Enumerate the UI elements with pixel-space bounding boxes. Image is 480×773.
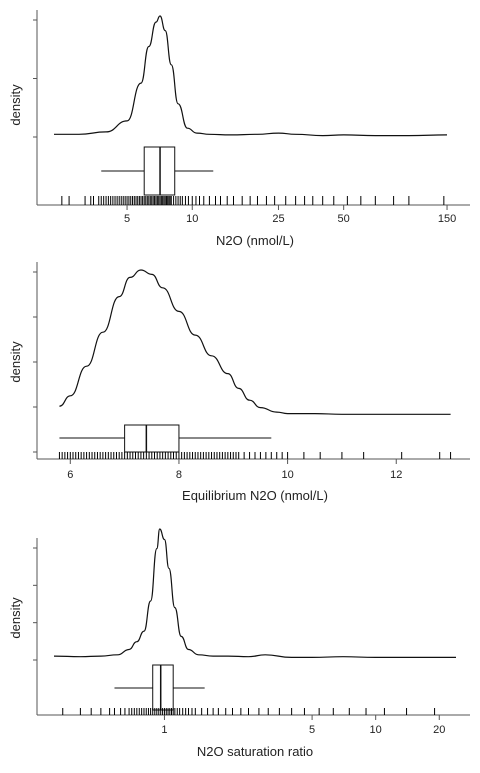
x-tick-label: 5 — [309, 724, 315, 736]
x-tick-label: 10 — [281, 469, 293, 481]
x-tick-label: 150 — [438, 213, 456, 225]
x-tick-label: 12 — [390, 469, 402, 481]
x-tick-label: 5 — [124, 213, 130, 225]
x-tick-label: 20 — [433, 724, 445, 736]
density-curve — [54, 15, 448, 137]
x-tick-label: 25 — [272, 213, 284, 225]
density-curve — [53, 528, 456, 659]
boxplot-box — [124, 424, 180, 453]
y-axis-label: density — [8, 84, 23, 126]
x-tick-label: 10 — [186, 213, 198, 225]
panel-1: 5 10 25 50 150 N2O (nmol/L) density — [8, 10, 470, 248]
x-tick-label: 10 — [370, 724, 382, 736]
x-axis-label: Equilibrium N2O (nmol/L) — [182, 488, 328, 503]
x-axis-label: N2O saturation ratio — [197, 744, 313, 759]
x-tick-label: 1 — [161, 724, 167, 736]
boxplot-box — [152, 664, 174, 711]
y-axis-label: density — [8, 341, 23, 383]
x-tick-label: 6 — [67, 469, 73, 481]
density-curve — [59, 269, 451, 415]
panel-3: 1 5 10 20 N2O saturation ratio density — [8, 528, 470, 759]
x-tick-label: 50 — [338, 213, 350, 225]
x-tick-label: 8 — [176, 469, 182, 481]
x-axis-label: N2O (nmol/L) — [216, 233, 294, 248]
y-axis-label: density — [8, 597, 23, 639]
panel-2: 6 8 10 12 Equilibrium N2O (nmol/L) density — [8, 262, 470, 503]
